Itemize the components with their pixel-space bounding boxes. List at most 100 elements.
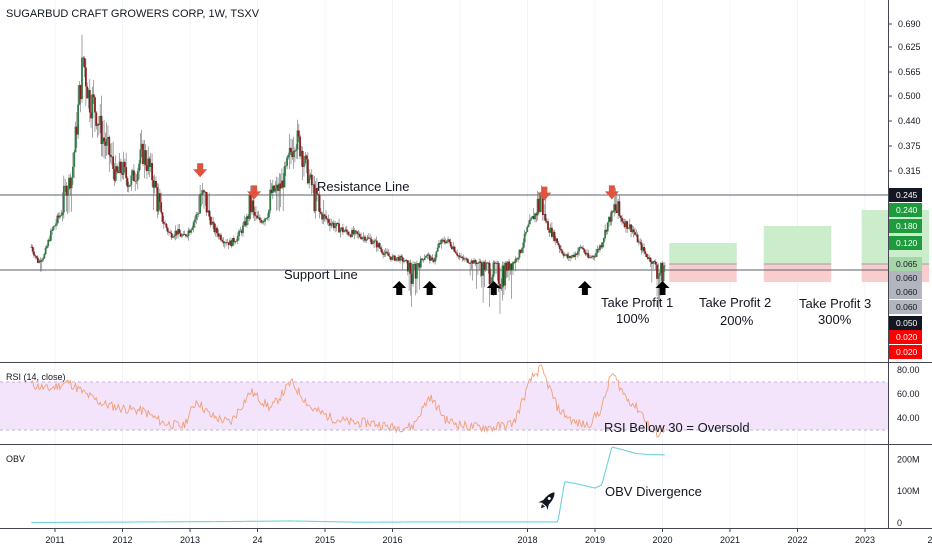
candle bbox=[247, 216, 250, 219]
candle bbox=[588, 256, 591, 258]
candle bbox=[440, 239, 443, 244]
rocket-icon bbox=[538, 492, 555, 510]
candle bbox=[136, 171, 139, 181]
candle bbox=[53, 225, 56, 227]
candle bbox=[663, 265, 666, 267]
candle bbox=[530, 218, 533, 220]
candle bbox=[338, 223, 340, 233]
candle bbox=[77, 104, 80, 135]
price-tag-label: 0.120 bbox=[896, 238, 918, 248]
price-tags[interactable]: 0.245 0.240 0.180 0.120 0.065 0.060 0.060 0.060… bbox=[889, 188, 922, 359]
candle bbox=[349, 234, 352, 237]
candle bbox=[639, 241, 642, 243]
time-tick-label: 2013 bbox=[180, 535, 200, 545]
candle bbox=[460, 256, 462, 258]
candle bbox=[565, 254, 568, 256]
candle bbox=[453, 246, 456, 252]
price-tag bbox=[889, 330, 922, 344]
price-tick-label: 0.690 bbox=[898, 19, 921, 29]
candle bbox=[236, 235, 239, 241]
candle bbox=[528, 219, 531, 225]
candle bbox=[591, 255, 594, 258]
candle bbox=[65, 185, 68, 196]
candle bbox=[479, 261, 482, 264]
candle bbox=[209, 216, 212, 225]
candle bbox=[493, 262, 496, 264]
candle bbox=[64, 185, 67, 187]
candle bbox=[322, 214, 325, 220]
rsi-band bbox=[0, 382, 888, 430]
candle bbox=[101, 137, 104, 145]
candle bbox=[384, 251, 387, 254]
candle bbox=[427, 254, 430, 256]
candle bbox=[439, 243, 442, 244]
candle bbox=[125, 167, 128, 179]
candle bbox=[423, 257, 426, 260]
candle bbox=[347, 231, 350, 235]
candle bbox=[312, 184, 314, 186]
candle bbox=[561, 250, 564, 254]
candle bbox=[547, 221, 549, 230]
candle bbox=[495, 262, 497, 264]
candle bbox=[592, 255, 595, 257]
candle bbox=[72, 166, 74, 178]
candle bbox=[600, 245, 603, 248]
candle bbox=[396, 257, 399, 259]
candle bbox=[182, 234, 185, 236]
candle bbox=[223, 242, 226, 244]
candle bbox=[339, 229, 342, 233]
candle bbox=[539, 194, 542, 213]
candle bbox=[514, 258, 517, 263]
candle bbox=[348, 234, 351, 236]
candle bbox=[235, 240, 238, 242]
candle bbox=[474, 260, 477, 263]
candle bbox=[370, 239, 373, 245]
candle bbox=[199, 193, 202, 214]
candle bbox=[480, 263, 483, 276]
candle bbox=[227, 242, 230, 246]
candle bbox=[640, 242, 643, 251]
candle bbox=[314, 187, 317, 212]
candle bbox=[395, 258, 398, 261]
candle bbox=[61, 212, 64, 216]
candle bbox=[184, 234, 187, 237]
candle bbox=[244, 221, 247, 226]
candle bbox=[90, 112, 92, 119]
candle bbox=[122, 161, 125, 175]
support-label: Support Line bbox=[284, 267, 358, 282]
candle bbox=[57, 215, 60, 218]
candle bbox=[139, 149, 142, 164]
candle bbox=[470, 260, 473, 264]
price-tick-label: 0.375 bbox=[898, 141, 921, 151]
candle bbox=[448, 239, 451, 243]
candle bbox=[410, 273, 413, 284]
candle bbox=[566, 254, 569, 259]
candle bbox=[609, 216, 612, 222]
candle bbox=[178, 229, 181, 234]
candle bbox=[595, 253, 597, 257]
candle bbox=[378, 243, 381, 248]
candle bbox=[121, 173, 124, 175]
obv-panel-label: OBV bbox=[6, 454, 25, 464]
candle bbox=[367, 237, 370, 239]
candle bbox=[293, 150, 296, 152]
time-tick-label: 2018 bbox=[517, 535, 537, 545]
candle bbox=[660, 262, 662, 274]
candle bbox=[240, 230, 243, 234]
price-tag bbox=[889, 345, 922, 359]
candle bbox=[165, 223, 168, 228]
candle bbox=[656, 264, 658, 279]
candle bbox=[361, 237, 364, 240]
candle bbox=[454, 251, 457, 254]
candle bbox=[391, 256, 394, 260]
candle bbox=[505, 262, 508, 271]
candle bbox=[329, 222, 331, 226]
rsi-line bbox=[30, 364, 666, 438]
candle bbox=[239, 230, 242, 232]
candle bbox=[130, 175, 133, 185]
candle bbox=[42, 258, 44, 261]
candle bbox=[523, 233, 526, 243]
candle bbox=[271, 185, 274, 193]
candle bbox=[462, 258, 465, 260]
